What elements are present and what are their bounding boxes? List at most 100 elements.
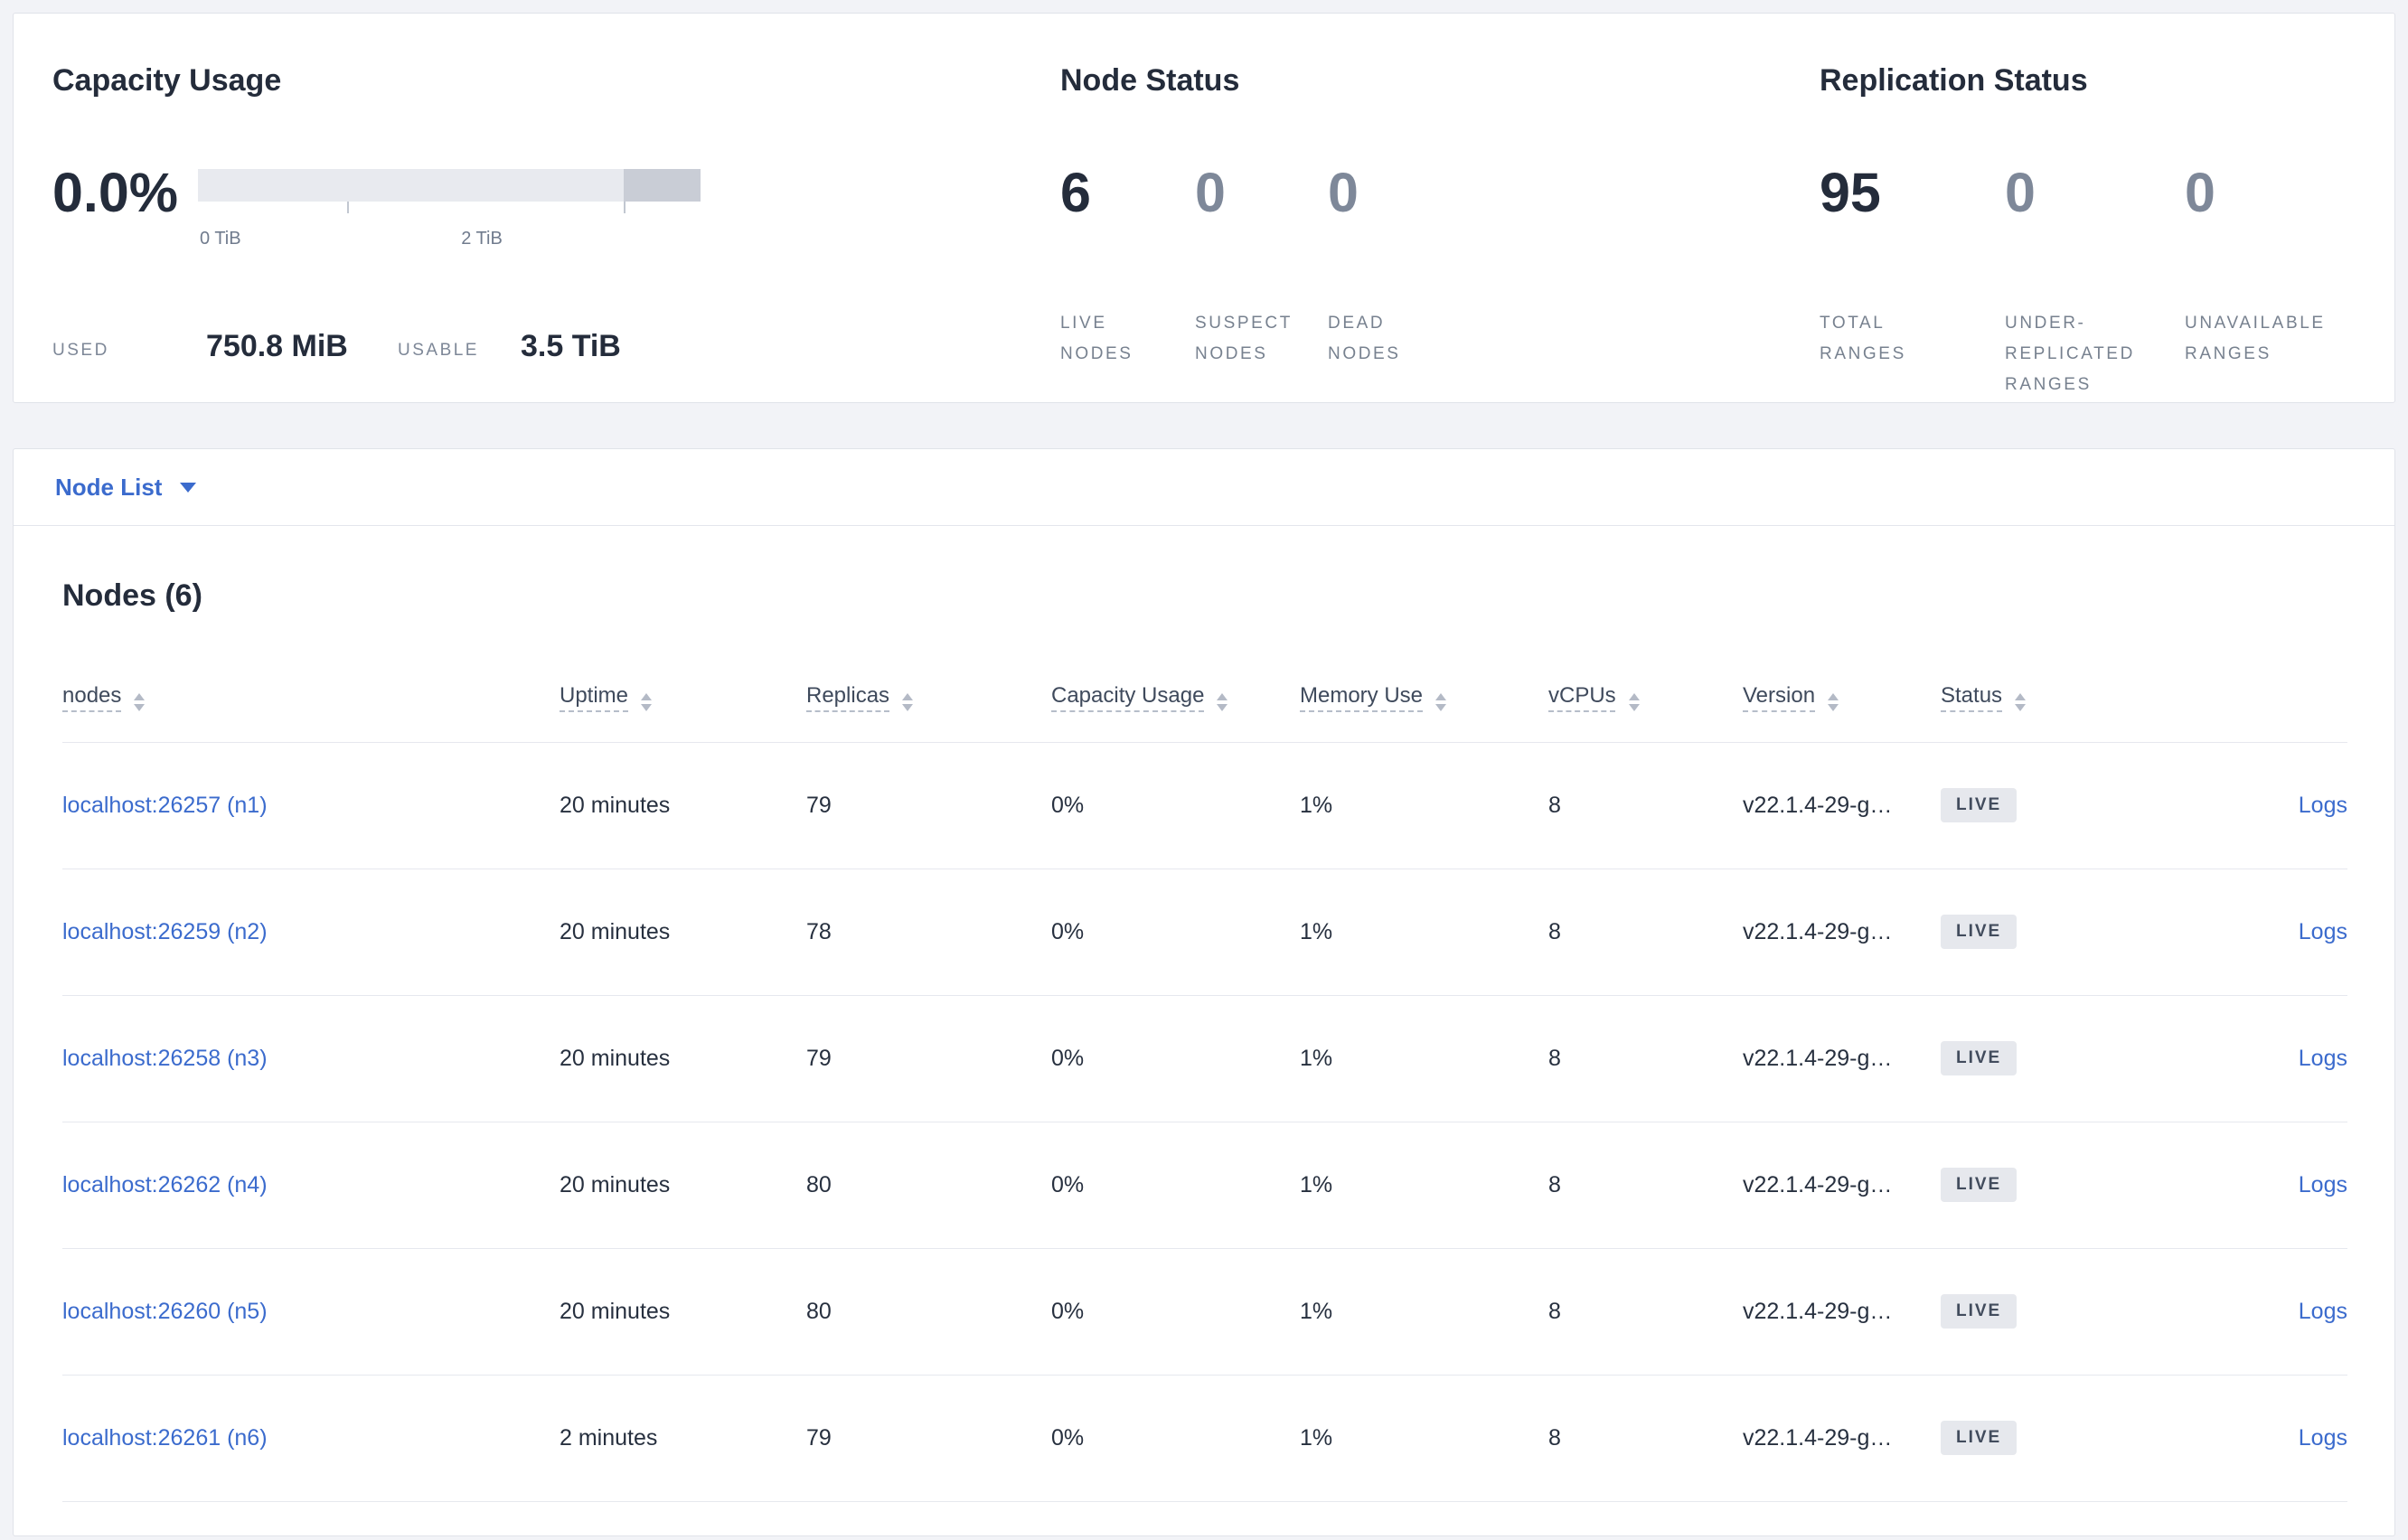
- node-list-dropdown-label: Node List: [55, 473, 163, 501]
- cell-uptime: 20 minutes: [560, 1247, 806, 1375]
- sort-icon: [1435, 693, 1447, 712]
- cell-status: LIVE: [1941, 1247, 2139, 1375]
- node-list-dropdown[interactable]: Node List: [14, 449, 2394, 526]
- status-badge: LIVE: [1941, 1294, 2018, 1329]
- dead-nodes-value: 0: [1328, 162, 1359, 223]
- cell-status: LIVE: [1941, 742, 2139, 869]
- capacity-axis-label-2: 2 TiB: [461, 229, 503, 249]
- cell-vcpus: 8: [1548, 868, 1743, 995]
- column-header-uptime[interactable]: Uptime: [560, 653, 806, 743]
- node-status-title: Node Status: [1060, 63, 1240, 98]
- node-link[interactable]: localhost:26258 (n3): [62, 1045, 268, 1071]
- replication-status-title: Replication Status: [1820, 63, 2088, 98]
- used-value: 750.8 MiB: [206, 329, 348, 363]
- cell-logs: Logs: [2139, 742, 2347, 869]
- column-header-memory-use[interactable]: Memory Use: [1300, 653, 1548, 743]
- cell-vcpus: 8: [1548, 994, 1743, 1122]
- table-row: localhost:26258 (n3) 20 minutes 79 0% 1%…: [62, 994, 2347, 1122]
- cell-replicas: 79: [806, 994, 1051, 1122]
- node-link[interactable]: localhost:26259 (n2): [62, 918, 268, 944]
- logs-link[interactable]: Logs: [2298, 1045, 2347, 1071]
- cell-version: v22.1.4-29-g…: [1743, 868, 1941, 995]
- cell-uptime: 20 minutes: [560, 792, 671, 818]
- column-header-replicas[interactable]: Replicas: [806, 653, 1051, 743]
- column-header-status[interactable]: Status: [1941, 653, 2139, 743]
- logs-link[interactable]: Logs: [2298, 1298, 2347, 1324]
- cell-capacity: 0%: [1051, 1374, 1300, 1502]
- cell-capacity: 0%: [1051, 994, 1300, 1122]
- node-status-section: Node Status 6 LIVE NODES 0 SUSPECT NODES…: [1060, 14, 1801, 402]
- node-status-stats: 6 LIVE NODES 0 SUSPECT NODES 0 DEAD NODE…: [1060, 162, 1509, 364]
- total-ranges-label: TOTAL RANGES: [1820, 314, 1906, 363]
- capacity-usage-section: Capacity Usage 0.0% 0 TiB 2 TiB USED 750…: [52, 14, 1047, 402]
- cell-status: LIVE: [1941, 1374, 2139, 1502]
- capacity-axis-tick: [624, 202, 626, 213]
- column-header-vcpus[interactable]: vCPUs: [1548, 653, 1743, 743]
- cell-status: LIVE: [1941, 868, 2139, 995]
- logs-link[interactable]: Logs: [2298, 792, 2347, 818]
- node-link[interactable]: localhost:26262 (n4): [62, 1171, 268, 1197]
- sort-icon: [134, 693, 146, 712]
- total-ranges-value: 95: [1820, 162, 1881, 223]
- cell-capacity: 0%: [1051, 868, 1300, 995]
- cell-node: localhost:26261 (n6): [62, 1374, 560, 1502]
- nodes-table: nodes Uptime Replicas Capacity Usage Mem…: [62, 653, 2347, 1502]
- capacity-bar-chart: [198, 169, 701, 213]
- replication-stats: 95 TOTAL RANGES 0 UNDER-REPLICATED RANGE…: [1820, 162, 2402, 395]
- cell-logs: Logs: [2139, 994, 2347, 1122]
- status-badge: LIVE: [1941, 1041, 2018, 1075]
- cell-vcpus: 8: [1548, 1121, 1743, 1248]
- cell-node: localhost:26262 (n4): [62, 1121, 560, 1248]
- node-link[interactable]: localhost:26257 (n1): [62, 792, 268, 818]
- cell-node: localhost:26260 (n5): [62, 1247, 560, 1375]
- cell-memory: 1%: [1300, 1247, 1548, 1375]
- cell-logs: Logs: [2139, 868, 2347, 995]
- usable-value: 3.5 TiB: [521, 329, 621, 363]
- cell-uptime: 20 minutes: [560, 1121, 806, 1248]
- node-link[interactable]: localhost:26261 (n6): [62, 1424, 268, 1451]
- sort-icon: [1217, 693, 1228, 712]
- replication-status-section: Replication Status 95 TOTAL RANGES 0 UND…: [1820, 14, 2398, 402]
- logs-link[interactable]: Logs: [2298, 918, 2347, 944]
- column-header-version[interactable]: Version: [1743, 653, 1941, 743]
- sort-icon: [1628, 693, 1640, 712]
- cell-uptime: 20 minutes: [560, 868, 806, 995]
- suspect-nodes-label: SUSPECT NODES: [1195, 314, 1293, 363]
- column-header-nodes[interactable]: nodes: [62, 653, 560, 743]
- live-nodes-value: 6: [1060, 162, 1091, 223]
- cell-status: LIVE: [1941, 1121, 2139, 1248]
- node-link[interactable]: localhost:26260 (n5): [62, 1298, 268, 1324]
- capacity-axis-tick: [347, 202, 349, 213]
- column-header-capacity-usage[interactable]: Capacity Usage: [1051, 653, 1300, 743]
- table-header-row: nodes Uptime Replicas Capacity Usage Mem…: [62, 653, 2347, 743]
- sort-icon: [641, 693, 653, 712]
- live-nodes-label: LIVE NODES: [1060, 314, 1133, 363]
- cell-vcpus: 8: [1548, 792, 1561, 818]
- capacity-bar-dark-segment: [624, 169, 701, 202]
- logs-link[interactable]: Logs: [2298, 1171, 2347, 1197]
- stat-unavailable-ranges: 0 UNAVAILABLE RANGES: [2185, 165, 2402, 364]
- logs-link[interactable]: Logs: [2298, 1424, 2347, 1451]
- cell-version: v22.1.4-29-g…: [1743, 1121, 1941, 1248]
- cell-replicas: 80: [806, 1247, 1051, 1375]
- cell-replicas: 78: [806, 868, 1051, 995]
- cell-node: localhost:26257 (n1): [62, 742, 560, 869]
- suspect-nodes-value: 0: [1195, 162, 1226, 223]
- summary-panel: Capacity Usage 0.0% 0 TiB 2 TiB USED 750…: [13, 13, 2395, 403]
- cell-logs: Logs: [2139, 1374, 2347, 1502]
- dead-nodes-label: DEAD NODES: [1328, 314, 1401, 363]
- stat-live-nodes: 6 LIVE NODES: [1060, 162, 1195, 364]
- cell-version: v22.1.4-29-g…: [1743, 994, 1941, 1122]
- capacity-percent: 0.0%: [52, 162, 179, 223]
- cell-uptime: 2 minutes: [560, 1374, 806, 1502]
- status-badge: LIVE: [1941, 1168, 2018, 1202]
- cell-replicas: 79: [806, 1374, 1051, 1502]
- table-row: localhost:26259 (n2) 20 minutes 78 0% 1%…: [62, 868, 2347, 995]
- used-label: USED: [52, 341, 109, 360]
- cell-version: v22.1.4-29-g…: [1743, 1374, 1941, 1502]
- table-row: localhost:26262 (n4) 20 minutes 80 0% 1%…: [62, 1121, 2347, 1248]
- cell-logs: Logs: [2139, 1247, 2347, 1375]
- cell-memory: 1%: [1300, 1121, 1548, 1248]
- sort-icon: [1828, 693, 1839, 712]
- under-replicated-ranges-label: UNDER-REPLICATED RANGES: [2005, 314, 2135, 394]
